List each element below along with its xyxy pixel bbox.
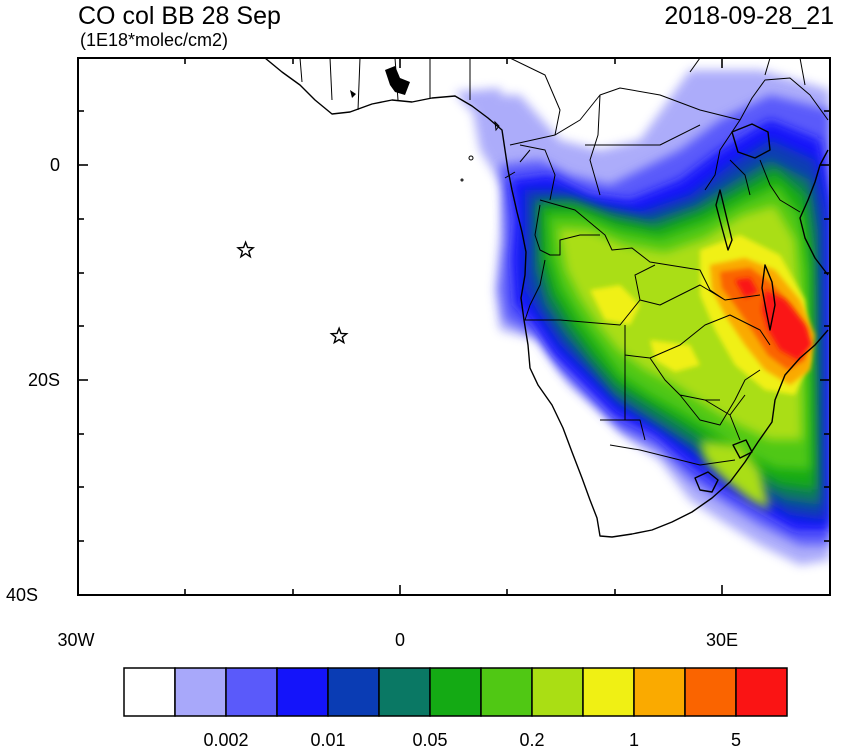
coastlines bbox=[264, 58, 829, 538]
colorbar-swatch bbox=[633, 667, 686, 717]
colorbar-label: 1 bbox=[628, 730, 639, 750]
lon-label-0: 0 bbox=[394, 630, 405, 650]
colorbar-swatch bbox=[225, 667, 278, 717]
colorbar-swatch bbox=[327, 667, 380, 717]
colorbar-swatch bbox=[480, 667, 533, 717]
colorbar-swatch bbox=[735, 667, 788, 717]
lesotho-border bbox=[694, 471, 719, 493]
lon-label-30e: 30E bbox=[705, 630, 739, 650]
colorbar-swatch bbox=[123, 667, 176, 717]
co-level-red bbox=[735, 278, 758, 298]
station-markers bbox=[236, 240, 349, 345]
map-datetime: 2018-09-28_21 bbox=[664, 2, 834, 30]
africa-coastline bbox=[264, 58, 829, 538]
island bbox=[460, 178, 464, 182]
islands bbox=[460, 120, 500, 182]
lake-tanganyika bbox=[715, 189, 733, 251]
lake-victoria bbox=[731, 123, 771, 159]
island bbox=[494, 120, 500, 132]
colorbar-swatch bbox=[276, 667, 329, 717]
map-title: CO col BB 28 Sep bbox=[78, 2, 281, 30]
coastal-lagoons bbox=[350, 66, 410, 98]
eswatini-border bbox=[732, 439, 753, 459]
colorbar-swatch bbox=[429, 667, 482, 717]
island bbox=[468, 155, 474, 161]
co-level-yellow bbox=[650, 340, 700, 372]
lat-label-0: 0 bbox=[49, 155, 60, 175]
colorbar-label: 5 bbox=[730, 730, 741, 750]
colorbar-label: 0.01 bbox=[310, 730, 346, 750]
colorbar-swatch bbox=[378, 667, 431, 717]
station-star-icon bbox=[236, 240, 256, 259]
lon-label-30w: 30W bbox=[57, 630, 95, 650]
colorbar-label: 0.05 bbox=[412, 730, 448, 750]
lake-malawi bbox=[761, 264, 776, 331]
colorbar bbox=[123, 667, 788, 717]
colorbar-swatch bbox=[531, 667, 584, 717]
colorbar-swatch bbox=[582, 667, 635, 717]
lat-label-40s: 40S bbox=[5, 585, 38, 605]
east-africa-coastline bbox=[799, 149, 829, 276]
lagoon-shape bbox=[385, 66, 410, 95]
lagoon-shape bbox=[350, 90, 356, 98]
colorbar-swatch bbox=[684, 667, 737, 717]
station-star-icon bbox=[329, 326, 349, 345]
map-units: (1E18*molec/cm2) bbox=[80, 30, 229, 50]
colorbar-label: 0.002 bbox=[203, 730, 249, 750]
lat-label-20s: 20S bbox=[27, 370, 60, 390]
colorbar-swatch bbox=[174, 667, 227, 717]
co-level-lightest bbox=[455, 88, 505, 110]
colorbar-label: 0.2 bbox=[519, 730, 545, 750]
border-line bbox=[689, 58, 806, 86]
axis-ticks bbox=[78, 58, 830, 595]
